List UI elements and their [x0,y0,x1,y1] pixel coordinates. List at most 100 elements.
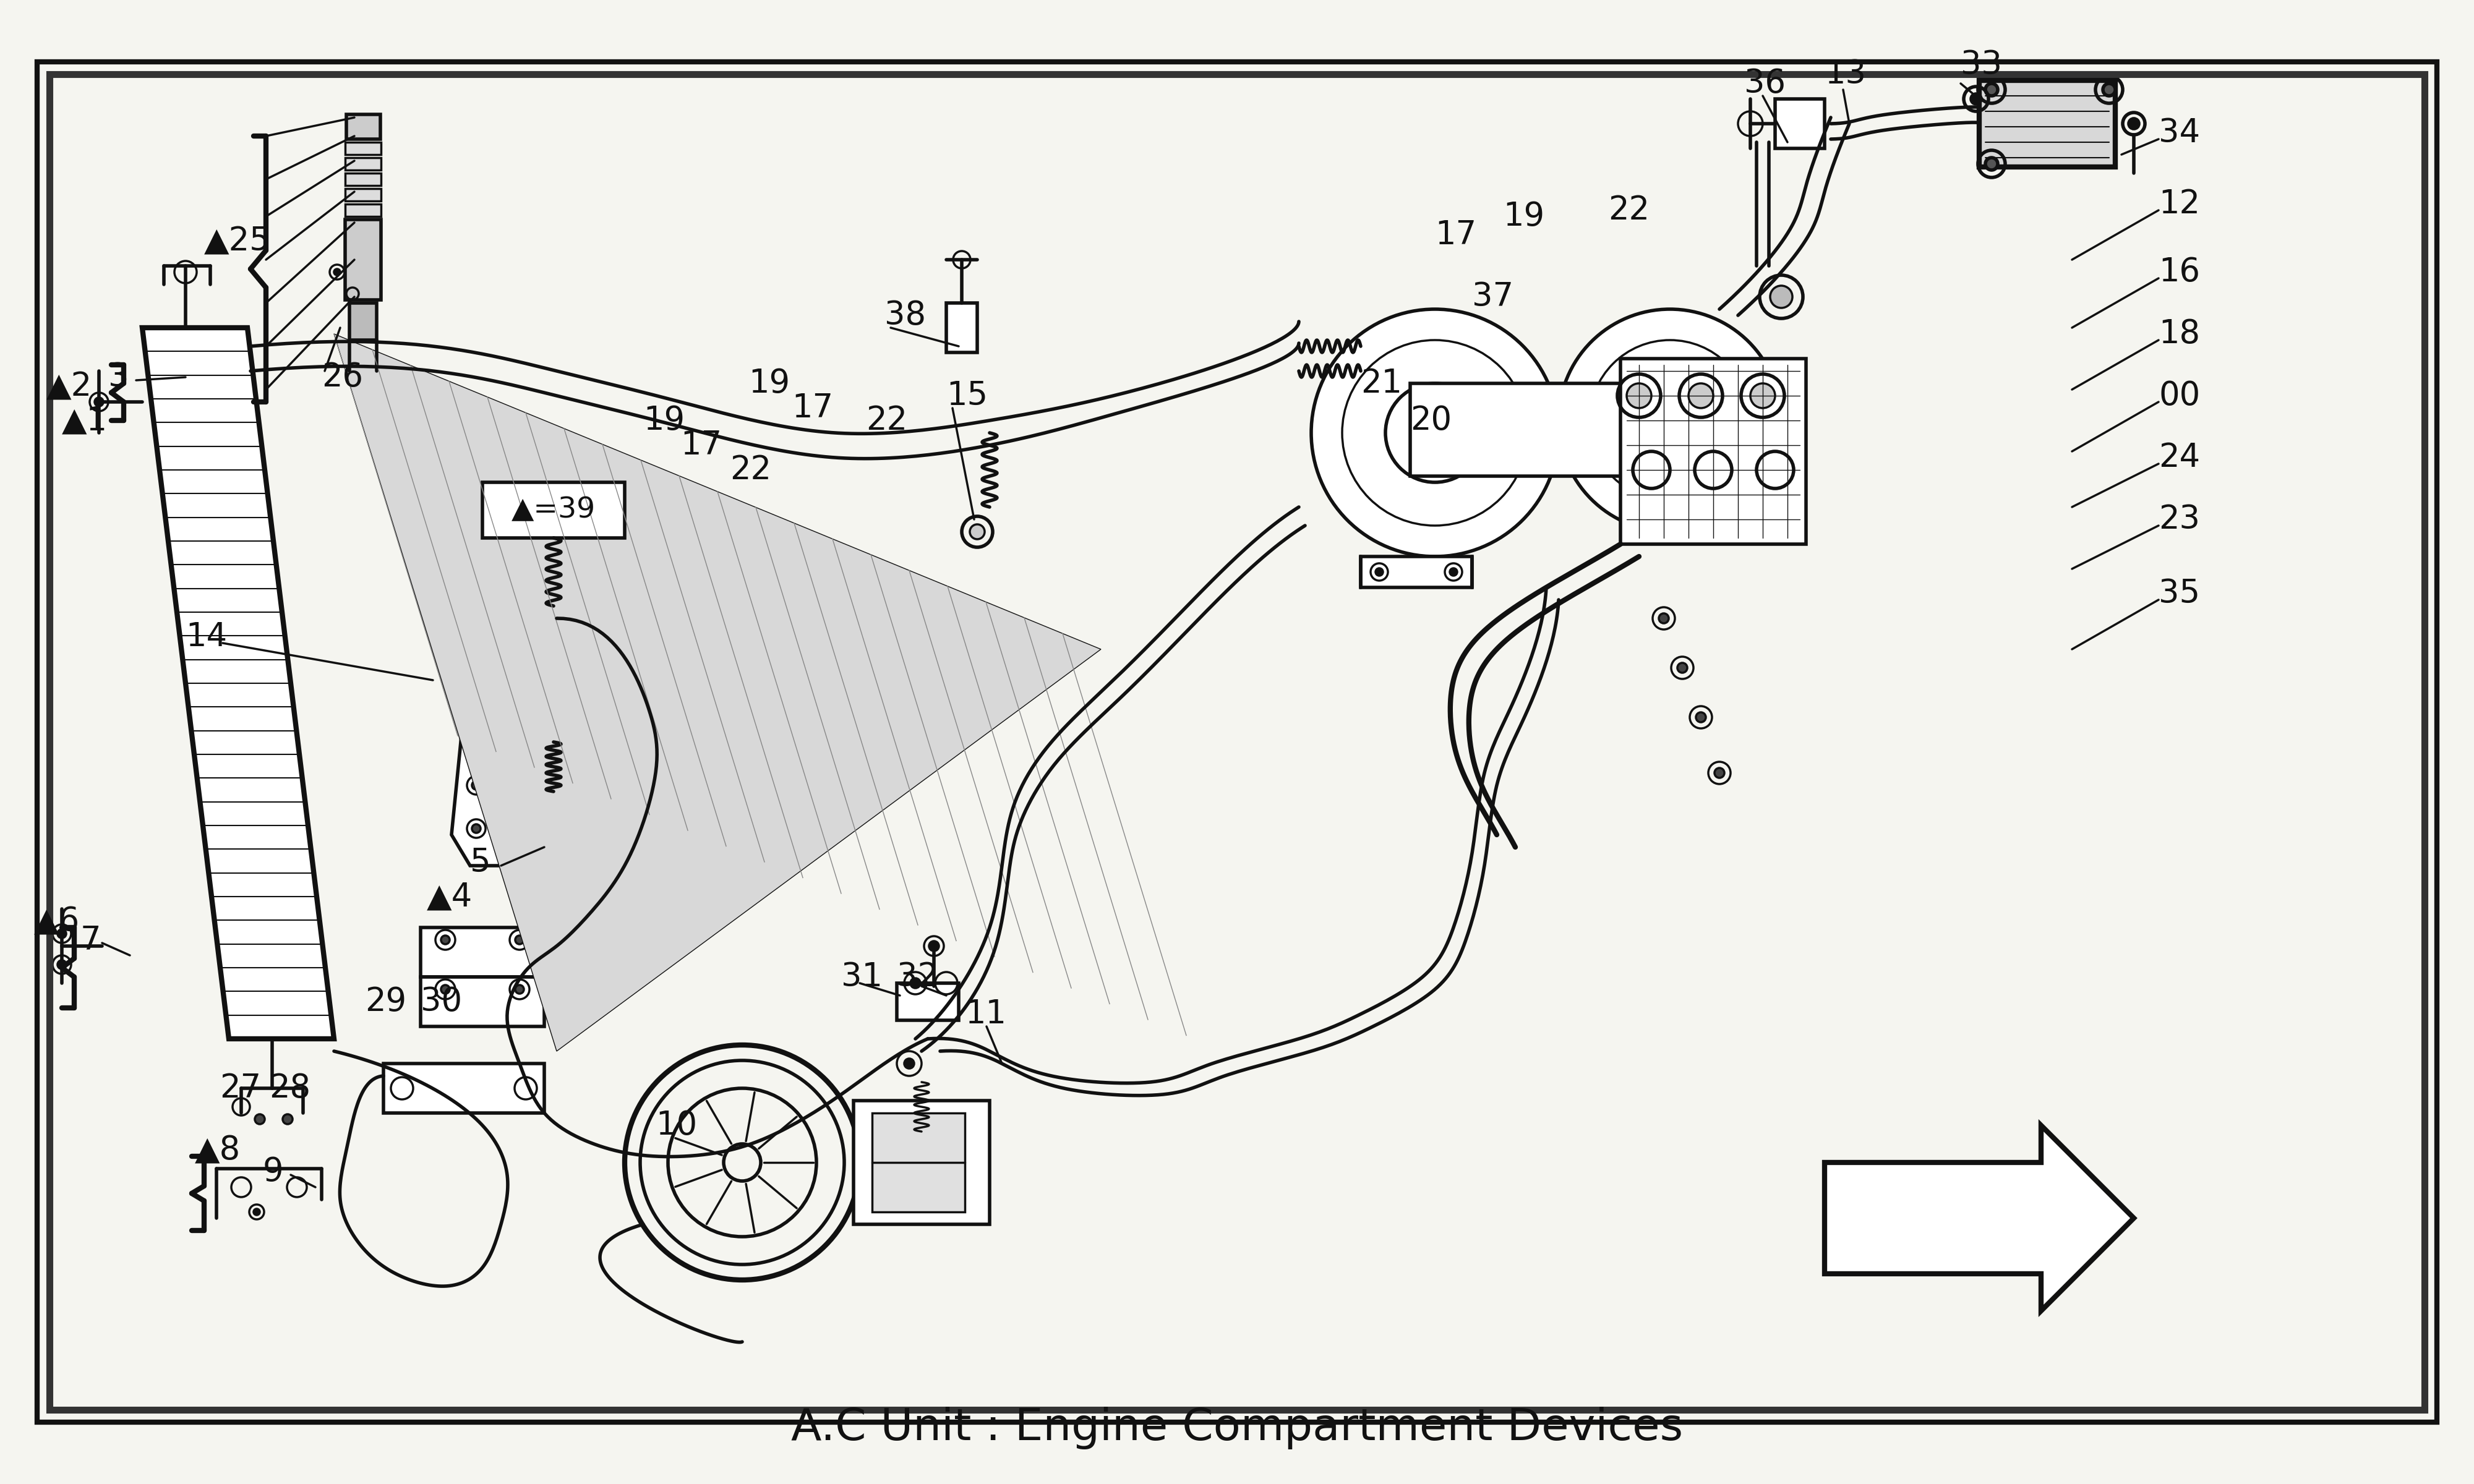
Circle shape [1450,568,1457,576]
Text: 5: 5 [470,846,490,879]
Text: ▲2: ▲2 [47,371,92,402]
Text: 38: 38 [886,300,925,331]
Circle shape [255,1114,265,1125]
Circle shape [1752,383,1776,408]
Bar [346,157,381,171]
Circle shape [1697,712,1707,723]
Circle shape [1984,157,1999,171]
Circle shape [1628,383,1653,408]
Polygon shape [334,334,1101,1051]
Bar [482,482,623,537]
Text: ▲25: ▲25 [203,226,270,257]
Circle shape [1658,613,1667,623]
Bar [383,1064,544,1113]
Bar [1410,383,1695,476]
Text: A.C Unit : Engine Compartment Devices: A.C Unit : Engine Compartment Devices [792,1407,1682,1450]
Circle shape [473,781,480,789]
Circle shape [910,978,920,988]
Circle shape [515,985,524,994]
Text: 35: 35 [2157,577,2199,610]
Circle shape [282,1114,292,1125]
Circle shape [515,935,524,944]
Bar [346,114,381,139]
Text: 17: 17 [1435,218,1477,251]
Circle shape [473,646,480,653]
Polygon shape [450,482,557,680]
Bar [346,203,381,217]
Text: 9: 9 [262,1156,285,1187]
Circle shape [2128,119,2138,129]
Bar [1620,359,1806,545]
Text: 7: 7 [79,923,101,956]
Circle shape [473,738,480,746]
Bar [346,174,381,186]
Text: ▲1: ▲1 [62,404,109,436]
Polygon shape [143,328,334,1039]
Circle shape [57,960,67,969]
Text: ▲6: ▲6 [35,905,79,938]
Circle shape [1771,285,1791,307]
Bar [421,976,544,1027]
Text: 33: 33 [1959,49,2001,82]
Circle shape [57,929,67,938]
Text: 29: 29 [366,985,406,1018]
Text: 10: 10 [656,1110,698,1141]
Text: 17: 17 [792,392,834,424]
Bar [346,220,381,300]
Text: 23: 23 [2157,503,2199,536]
Bar [346,142,381,154]
Polygon shape [1826,1125,2133,1310]
Text: 34: 34 [2157,117,2199,148]
Text: 3: 3 [109,361,129,393]
Circle shape [1311,309,1559,556]
Circle shape [255,1209,260,1215]
Text: 24: 24 [2157,442,2199,473]
Text: ▲=39: ▲=39 [512,496,596,524]
Text: 30: 30 [421,985,463,1018]
Bar [1979,80,2115,166]
Circle shape [1984,83,1999,96]
Circle shape [1410,408,1460,457]
Bar [421,927,544,976]
Text: 19: 19 [1504,200,1544,233]
Text: 18: 18 [2157,318,2199,350]
Text: 32: 32 [896,962,938,993]
Text: 26: 26 [322,361,364,393]
Circle shape [970,524,985,539]
Text: 16: 16 [2157,255,2199,288]
Circle shape [473,509,480,518]
Text: 12: 12 [2157,188,2199,220]
Circle shape [440,985,450,994]
Text: 37: 37 [1472,280,1514,313]
Circle shape [1559,309,1781,531]
Text: 00: 00 [2157,380,2199,411]
Polygon shape [450,711,557,865]
Text: 21: 21 [1361,367,1403,399]
Circle shape [473,595,480,604]
Text: ▲8: ▲8 [195,1134,240,1166]
Bar [1361,556,1472,588]
Circle shape [1653,402,1687,439]
Circle shape [1714,769,1724,778]
Text: 28: 28 [270,1071,312,1104]
Bar [896,982,960,1021]
Text: 22: 22 [1608,194,1650,226]
Bar [346,188,381,200]
Bar [349,303,376,340]
Text: 19: 19 [643,404,685,436]
Circle shape [440,935,450,944]
Text: 19: 19 [747,367,789,399]
Circle shape [930,941,940,951]
Text: 20: 20 [1410,404,1452,436]
Bar [871,1113,965,1212]
Circle shape [1687,383,1712,408]
Text: 17: 17 [680,429,722,462]
Circle shape [1376,568,1383,576]
Text: ▲4: ▲4 [428,880,473,913]
Circle shape [2103,83,2115,96]
Text: 14: 14 [186,620,228,653]
Text: 13: 13 [1826,58,1865,91]
Text: 22: 22 [866,404,908,436]
Text: 27: 27 [220,1071,262,1104]
Bar [1776,99,1826,148]
